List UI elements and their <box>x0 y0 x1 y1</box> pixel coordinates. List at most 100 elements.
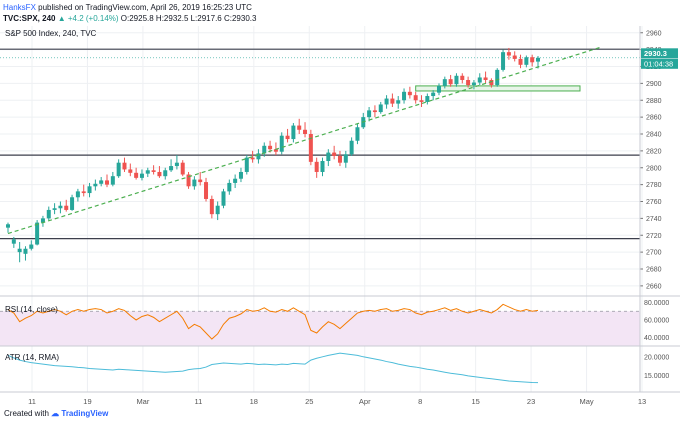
candle-body <box>297 125 302 130</box>
candle-body <box>128 169 133 173</box>
candle-body <box>186 174 191 187</box>
candle-body <box>372 110 377 113</box>
candle-body <box>285 135 290 140</box>
candle-body <box>308 134 313 162</box>
candle-body <box>495 69 500 86</box>
candle-body <box>35 222 40 245</box>
x-tick-label: 8 <box>418 397 422 406</box>
x-tick-label: 13 <box>638 397 646 406</box>
candle-body <box>477 77 482 83</box>
rsi-tick-label: 80.0000 <box>644 300 669 307</box>
y-tick-label: 2840 <box>646 132 662 139</box>
candle-body <box>436 85 441 93</box>
candle-body <box>11 239 16 244</box>
candle-body <box>116 162 121 177</box>
x-tick-label: 25 <box>305 397 313 406</box>
countdown-tag <box>641 58 678 69</box>
candle-body <box>46 209 51 219</box>
candle-body <box>407 91 412 96</box>
candle-body <box>244 157 249 172</box>
candle-body <box>268 145 273 150</box>
candle-body <box>431 92 436 97</box>
atr-tick-label: 15.0000 <box>644 373 669 380</box>
candle-body <box>367 110 372 118</box>
candle-body <box>442 79 447 86</box>
candle-body <box>466 80 471 86</box>
candle-body <box>337 155 342 163</box>
author-link[interactable]: HanksFX <box>3 3 36 12</box>
candle-body <box>384 98 389 105</box>
candle-body <box>413 95 418 101</box>
candle-body <box>17 248 22 253</box>
candle-body <box>460 75 465 80</box>
x-tick-label: 18 <box>250 397 258 406</box>
published-text: published on TradingView.com, April 26, … <box>35 3 252 12</box>
main-pane-title: S&P 500 Index, 240, TVC <box>5 29 97 38</box>
rsi-title: RSI (14, close) <box>5 305 58 314</box>
candle-body <box>506 52 511 56</box>
candle-body <box>6 224 10 228</box>
x-tick-label: 23 <box>527 397 535 406</box>
candle-body <box>198 179 203 183</box>
candle-body <box>454 75 459 85</box>
symbol-label: TVC:SPX, 240 <box>3 14 56 23</box>
candle-body <box>314 161 319 172</box>
candle-body <box>471 82 476 86</box>
price-change: ▲ +4.2 (+0.14%) <box>57 14 119 23</box>
price-chart[interactable]: S&P 500 Index, 240, TVC RSI (14, close) … <box>0 26 680 408</box>
rsi-line <box>7 303 539 340</box>
last-price-value: 2930.3 <box>644 49 667 58</box>
candle-body <box>355 127 360 141</box>
rsi-band <box>0 311 640 346</box>
tradingview-link[interactable]: TradingView <box>61 409 109 418</box>
candle-body <box>279 135 284 152</box>
last-price-box: 2930.3 01:04:38 <box>641 48 678 69</box>
candle-body <box>530 57 535 63</box>
candle-body <box>40 218 45 223</box>
atr-pane <box>7 352 539 384</box>
x-tick-label: Apr <box>359 397 371 406</box>
candle-body <box>204 182 209 199</box>
symbol-line: TVC:SPX, 240 ▲ +4.2 (+0.14%) O:2925.8 H:… <box>3 13 256 24</box>
candle-body <box>139 173 144 178</box>
x-tick-label: Mar <box>136 397 149 406</box>
candle-body <box>81 191 86 194</box>
y-tick-label: 2740 <box>646 216 662 223</box>
candle-body <box>524 57 529 65</box>
y-tick-label: 2660 <box>646 283 662 290</box>
y-tick-label: 2700 <box>646 250 662 257</box>
candle-body <box>419 100 424 102</box>
candle-body <box>273 149 278 152</box>
candle-body <box>262 145 267 154</box>
atr-tick-label: 20.0000 <box>644 355 669 362</box>
candle-body <box>238 171 243 179</box>
candle-body <box>93 183 98 187</box>
candle-body <box>349 140 354 155</box>
trend-line <box>7 46 601 235</box>
candle-body <box>233 178 238 183</box>
rsi-tick-label: 40.0000 <box>644 335 669 342</box>
x-tick-label: May <box>579 397 593 406</box>
candle-body <box>518 58 523 65</box>
candle-body <box>87 186 92 194</box>
y-tick-label: 2680 <box>646 267 662 274</box>
y-tick-label: 2880 <box>646 98 662 105</box>
y-tick-label: 2760 <box>646 199 662 206</box>
candle-body <box>52 208 57 210</box>
y-tick-label: 2800 <box>646 165 662 172</box>
candle-body <box>110 176 115 185</box>
x-tick-label: 11 <box>194 397 202 406</box>
candle-body <box>163 170 168 177</box>
candle-body <box>501 52 506 70</box>
bar-countdown: 01:04:38 <box>644 59 673 68</box>
candle-body <box>326 152 331 161</box>
candle-body <box>332 152 337 156</box>
x-tick-label: 19 <box>83 397 91 406</box>
candle-body <box>105 180 110 185</box>
candle-body <box>157 171 162 177</box>
axes: 11 19 Mar 11 18 25 Apr 8 15 23 May 13 2660 2680 2700 27… <box>0 26 680 406</box>
candle-body <box>221 191 226 206</box>
candle-body <box>396 100 401 104</box>
atr-line <box>7 352 539 384</box>
y-tick-label: 2780 <box>646 182 662 189</box>
